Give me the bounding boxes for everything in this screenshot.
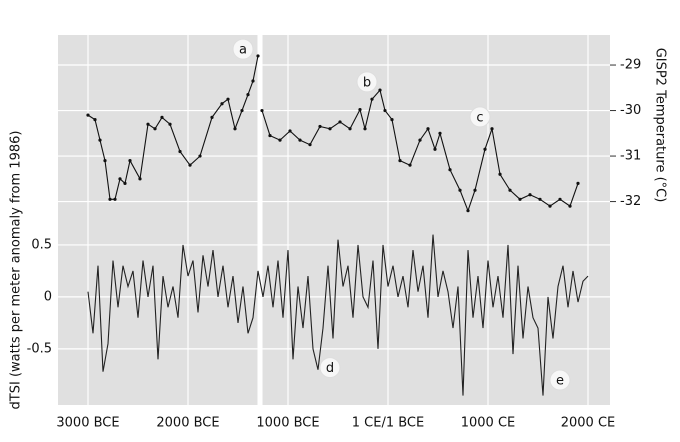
point	[160, 115, 164, 119]
point	[348, 127, 352, 131]
annotation: e	[556, 374, 564, 389]
point	[483, 147, 487, 151]
annotation-badge	[232, 38, 254, 60]
point	[168, 122, 172, 126]
x-tick-label: 2000 BCE	[156, 416, 219, 431]
point	[86, 113, 90, 117]
annotation-badge	[356, 71, 378, 93]
point	[490, 127, 494, 131]
point	[103, 159, 107, 163]
point	[93, 118, 97, 122]
y-tick-label: 0	[44, 289, 52, 304]
y-tick-label: -0.5	[27, 341, 52, 356]
point	[458, 188, 462, 192]
point	[153, 127, 157, 131]
point	[466, 209, 470, 213]
x-tick-label: 3000 BCE	[56, 416, 119, 431]
annotation-badge	[549, 369, 571, 391]
y2-tick-label: -30	[620, 103, 641, 118]
point	[113, 197, 117, 201]
point	[568, 204, 572, 208]
point	[433, 147, 437, 151]
point	[383, 108, 387, 113]
y2-axis-label: GISP2 Temperature (°C)	[653, 48, 668, 203]
point	[538, 197, 542, 201]
point	[233, 127, 237, 131]
point	[473, 188, 477, 192]
point	[98, 138, 102, 142]
point	[358, 108, 362, 112]
point	[188, 163, 192, 167]
point	[318, 124, 322, 129]
series-line	[87, 234, 589, 396]
point	[198, 154, 202, 158]
point	[528, 193, 532, 197]
y2-tick-label: -29	[620, 58, 641, 73]
point	[128, 159, 132, 163]
point	[426, 127, 430, 131]
y-tick-label: 0.5	[31, 237, 52, 252]
point	[508, 188, 512, 192]
point	[278, 138, 282, 142]
point	[288, 129, 292, 133]
annotation: b	[363, 75, 371, 90]
point	[548, 204, 552, 208]
point	[108, 197, 112, 201]
point	[370, 97, 374, 101]
annotation-badge	[469, 106, 491, 128]
point	[418, 138, 422, 142]
x-tick-label: 1000 CE	[461, 416, 516, 431]
x-tick-label: 2000 CE	[561, 416, 616, 431]
point	[338, 120, 342, 124]
point	[558, 197, 562, 201]
point	[438, 131, 442, 135]
point	[448, 168, 452, 172]
point	[328, 127, 332, 131]
plot-panel	[58, 35, 610, 405]
point	[390, 118, 394, 122]
point	[220, 102, 224, 106]
y2-tick-label: -31	[620, 149, 641, 164]
annotation: a	[239, 43, 247, 58]
point	[146, 122, 150, 126]
point	[268, 133, 272, 138]
point	[498, 172, 502, 176]
annotation: c	[476, 110, 483, 125]
point	[210, 115, 214, 119]
point	[363, 127, 367, 131]
x-tick-label: 1 CE/1 BCE	[352, 416, 424, 431]
point	[256, 54, 260, 58]
point	[576, 181, 580, 185]
point	[118, 177, 122, 181]
point	[378, 88, 382, 92]
point	[308, 143, 312, 147]
y-axis-label: dTSI (watts per meter anomaly from 1986)	[9, 131, 24, 410]
point	[408, 163, 412, 167]
point	[138, 177, 142, 181]
point	[246, 93, 250, 97]
point	[398, 159, 402, 163]
point	[226, 97, 230, 101]
annotation-badge	[319, 357, 341, 379]
point	[260, 108, 264, 113]
annotation: d	[326, 361, 334, 376]
point	[298, 138, 302, 142]
point	[240, 108, 244, 113]
x-tick-label: 1000 BCE	[256, 416, 319, 431]
point	[123, 181, 127, 185]
point	[178, 149, 182, 154]
point	[251, 79, 255, 83]
point	[518, 197, 522, 201]
y2-tick-label: -32	[620, 194, 641, 209]
